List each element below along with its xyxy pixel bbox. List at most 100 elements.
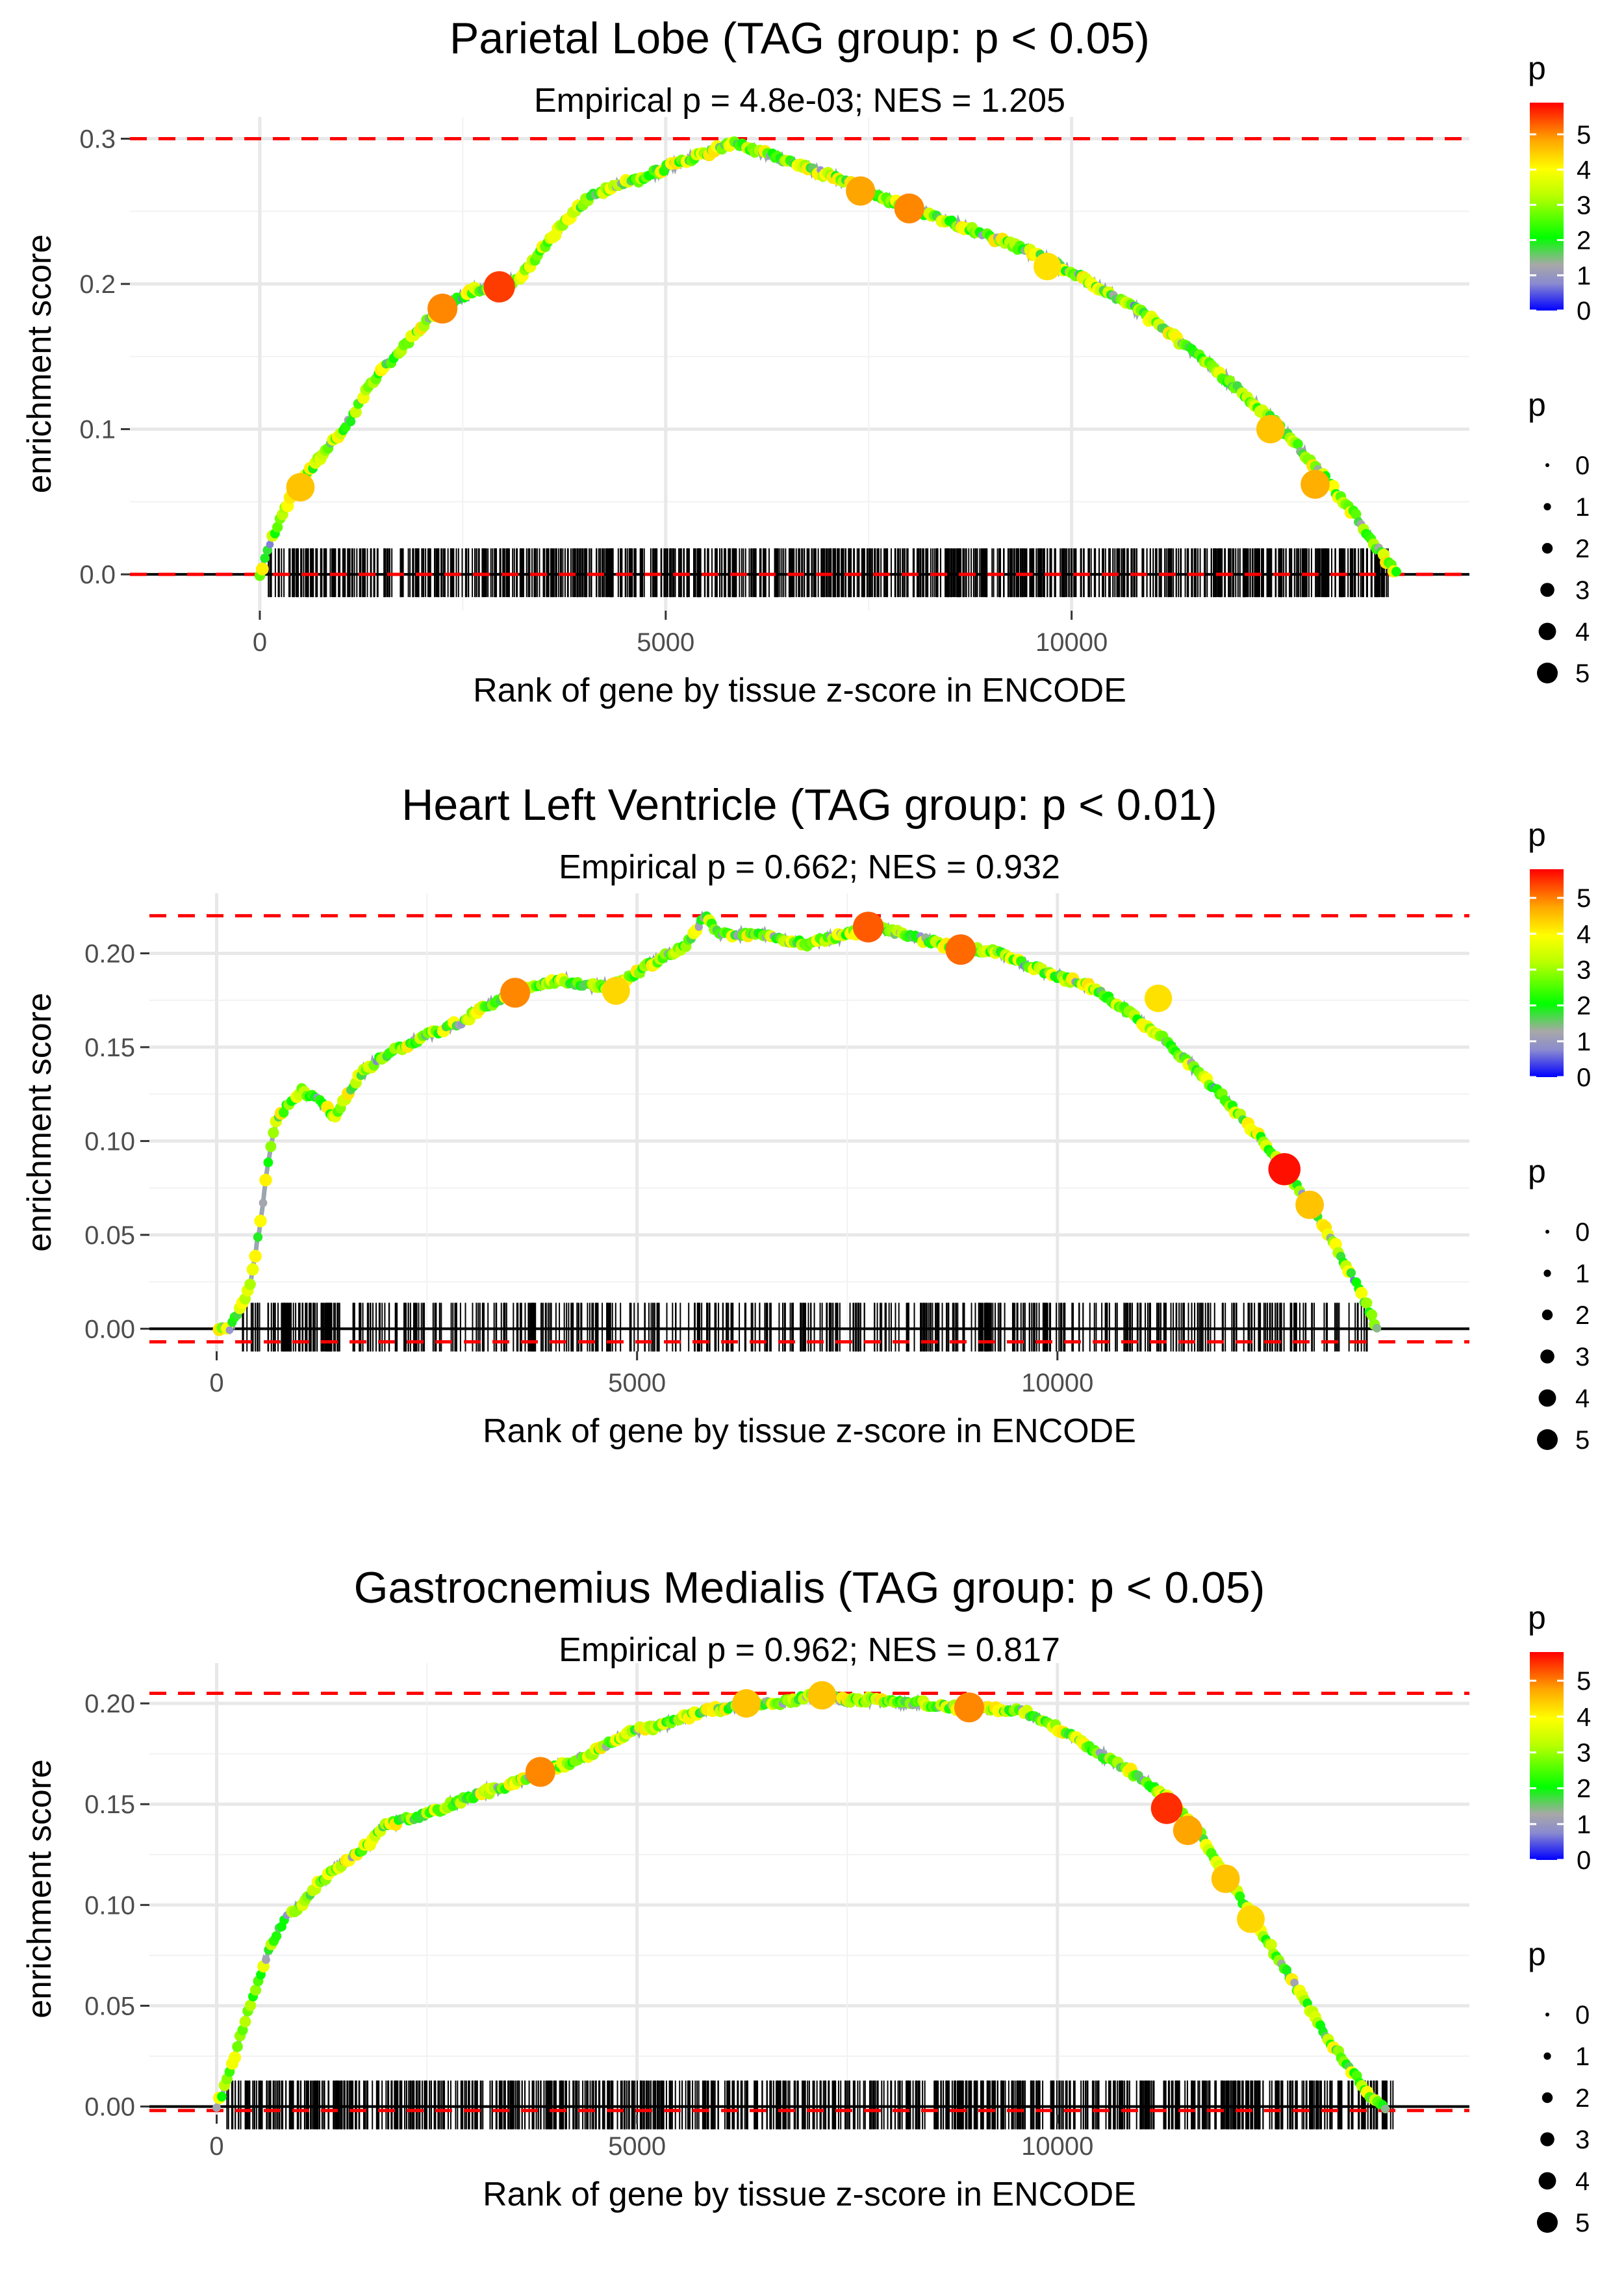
colorbar bbox=[1530, 1652, 1564, 1860]
size-legend-dot bbox=[1545, 1230, 1549, 1234]
y-axis-label: enrichment score bbox=[21, 993, 58, 1252]
es-point-highlight bbox=[427, 294, 458, 324]
y-tick-label: 0.20 bbox=[84, 1690, 135, 1718]
es-point bbox=[1290, 1978, 1299, 1987]
es-point-highlight bbox=[1150, 1792, 1183, 1824]
es-point-highlight bbox=[732, 1689, 761, 1718]
colorbar bbox=[1530, 869, 1564, 1077]
colorbar-label: 2 bbox=[1577, 227, 1591, 255]
y-tick-label: 0.05 bbox=[84, 1992, 135, 2020]
colorbar-title: p bbox=[1528, 817, 1546, 853]
es-point bbox=[217, 2092, 227, 2102]
es-point-highlight bbox=[1237, 1905, 1265, 1933]
size-legend-dot bbox=[1543, 1269, 1551, 1277]
chart-subtitle: Empirical p = 0.962; NES = 0.817 bbox=[559, 1631, 1060, 1669]
colorbar-label: 5 bbox=[1577, 1667, 1591, 1696]
size-legend-label: 0 bbox=[1575, 452, 1590, 480]
es-point bbox=[346, 416, 356, 427]
size-legend-dot bbox=[1545, 463, 1549, 467]
size-legend-label: 5 bbox=[1575, 2209, 1590, 2237]
y-tick-label: 0.15 bbox=[84, 1034, 135, 1062]
size-legend-label: 1 bbox=[1575, 2042, 1590, 2071]
colorbar-label: 0 bbox=[1577, 297, 1591, 325]
es-point-highlight bbox=[852, 911, 884, 943]
es-point bbox=[272, 522, 283, 533]
size-legend-dot bbox=[1543, 503, 1551, 511]
chart-title: Parietal Lobe (TAG group: p < 0.05) bbox=[450, 14, 1150, 63]
es-point-highlight bbox=[1033, 252, 1061, 281]
colorbar-label: 4 bbox=[1577, 156, 1591, 184]
es-point-highlight bbox=[1211, 1864, 1240, 1893]
y-tick-label: 0.2 bbox=[79, 270, 116, 299]
x-tick-label: 0 bbox=[209, 1369, 223, 1397]
size-legend-dot bbox=[1538, 622, 1556, 641]
size-legend-label: 5 bbox=[1575, 1426, 1590, 1455]
colorbar-title: p bbox=[1528, 1599, 1546, 1636]
size-legend-label: 3 bbox=[1575, 1343, 1590, 1371]
size-legend-dot bbox=[1543, 2052, 1551, 2060]
es-points bbox=[212, 1681, 1390, 2114]
colorbar-label: 3 bbox=[1577, 956, 1591, 984]
x-axis-label: Rank of gene by tissue z-score in ENCODE bbox=[483, 1412, 1136, 1450]
size-legend-label: 1 bbox=[1575, 493, 1590, 522]
colorbar-label: 1 bbox=[1577, 262, 1591, 290]
es-points bbox=[254, 136, 1401, 581]
es-point bbox=[212, 2104, 221, 2112]
es-point-highlight bbox=[846, 176, 876, 206]
size-legend-label: 1 bbox=[1575, 1260, 1590, 1288]
colorbar-label: 3 bbox=[1577, 1738, 1591, 1767]
es-point-highlight bbox=[1144, 984, 1173, 1013]
es-point bbox=[260, 553, 270, 563]
chart-title: Gastrocnemius Medialis (TAG group: p < 0… bbox=[354, 1563, 1265, 1612]
es-point bbox=[225, 1326, 234, 1334]
axes: 0.00 0.05 0.10 0.15 0.20 0 5000 10000 Rank of ge… bbox=[21, 939, 1136, 1450]
size-legend-label: 2 bbox=[1575, 535, 1590, 563]
size-legend-dot bbox=[1540, 1349, 1554, 1364]
es-point bbox=[259, 1199, 268, 1207]
size-legend-label: 4 bbox=[1575, 1384, 1590, 1413]
size-legend-dot bbox=[1545, 2013, 1549, 2016]
y-axis-label: enrichment score bbox=[21, 1759, 58, 2018]
es-point-highlight bbox=[1173, 1815, 1202, 1846]
es-point bbox=[1265, 1939, 1277, 1951]
size-legend-label: 4 bbox=[1575, 2167, 1590, 2196]
gridlines bbox=[149, 1663, 1469, 2115]
es-curve bbox=[257, 138, 1399, 578]
es-point-highlight bbox=[602, 976, 630, 1005]
es-point bbox=[1351, 509, 1362, 520]
panel-1: Parietal Lobe (TAG group: p < 0.05) Empir… bbox=[21, 14, 1591, 709]
y-axis-label: enrichment score bbox=[21, 235, 58, 494]
size-legend-label: 4 bbox=[1575, 618, 1590, 646]
es-point bbox=[1391, 566, 1401, 577]
es-point bbox=[271, 1931, 282, 1941]
es-point bbox=[262, 1955, 270, 1965]
es-point bbox=[228, 2051, 242, 2064]
es-point bbox=[249, 1249, 262, 1263]
es-point bbox=[694, 922, 704, 932]
colorbar-label: 4 bbox=[1577, 1703, 1591, 1731]
es-point-highlight bbox=[1300, 470, 1330, 499]
y-tick-label: 0.10 bbox=[84, 1127, 135, 1156]
es-point bbox=[265, 1141, 277, 1152]
panel-3: Gastrocnemius Medialis (TAG group: p < 0… bbox=[21, 1563, 1591, 2237]
size-legend-dot bbox=[1542, 2092, 1553, 2104]
es-point bbox=[1346, 1268, 1356, 1278]
size-legend-label: 0 bbox=[1575, 2001, 1590, 2029]
size-legend-dot bbox=[1537, 2212, 1558, 2233]
es-point bbox=[237, 2024, 248, 2036]
es-point-highlight bbox=[1295, 1190, 1324, 1219]
es-points bbox=[212, 910, 1382, 1336]
size-legend-label: 0 bbox=[1575, 1218, 1590, 1247]
x-tick-label: 10000 bbox=[1021, 2132, 1093, 2161]
y-tick-label: 0.00 bbox=[84, 1315, 135, 1343]
es-point bbox=[1293, 439, 1303, 450]
chart-subtitle: Empirical p = 4.8e-03; NES = 1.205 bbox=[534, 82, 1065, 120]
y-tick-label: 0.0 bbox=[79, 561, 116, 589]
x-tick-label: 0 bbox=[253, 628, 267, 657]
es-point bbox=[255, 562, 269, 576]
es-point bbox=[1355, 1286, 1368, 1300]
